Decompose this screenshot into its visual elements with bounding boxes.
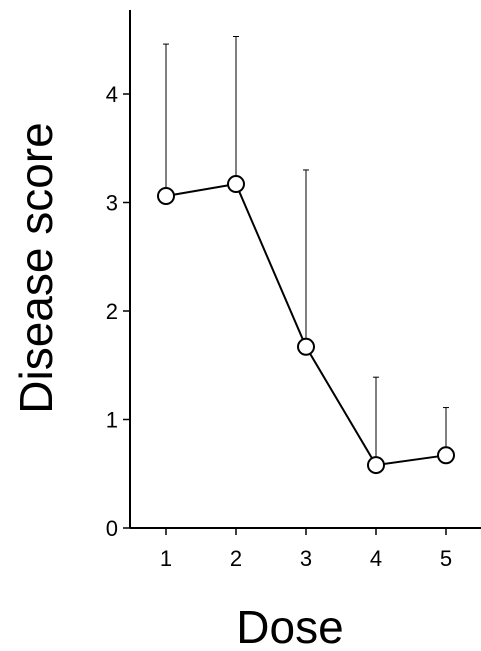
data-point [367, 456, 385, 475]
x-tick-label: 5 [440, 546, 452, 571]
y-tick-label: 3 [106, 191, 118, 216]
x-tick-label: 1 [160, 546, 172, 571]
data-point [157, 186, 175, 205]
data-points [157, 175, 455, 475]
x-tick-label: 3 [300, 546, 312, 571]
data-point [227, 175, 245, 194]
data-point [437, 446, 455, 465]
y-tick-label: 4 [106, 82, 118, 107]
y-tick-label: 1 [106, 408, 118, 433]
x-axis-title: Dose [236, 601, 343, 651]
x-ticks: 1 2 3 4 5 [160, 528, 452, 571]
y-tick-label: 2 [106, 299, 118, 324]
y-tick-label: 0 [106, 516, 118, 541]
error-bars [163, 35, 449, 466]
data-point [297, 337, 315, 356]
y-ticks: 0 1 2 3 4 [106, 82, 130, 541]
x-tick-label: 4 [370, 546, 382, 571]
y-axis-title: Disease score [10, 122, 62, 413]
x-tick-label: 2 [230, 546, 242, 571]
